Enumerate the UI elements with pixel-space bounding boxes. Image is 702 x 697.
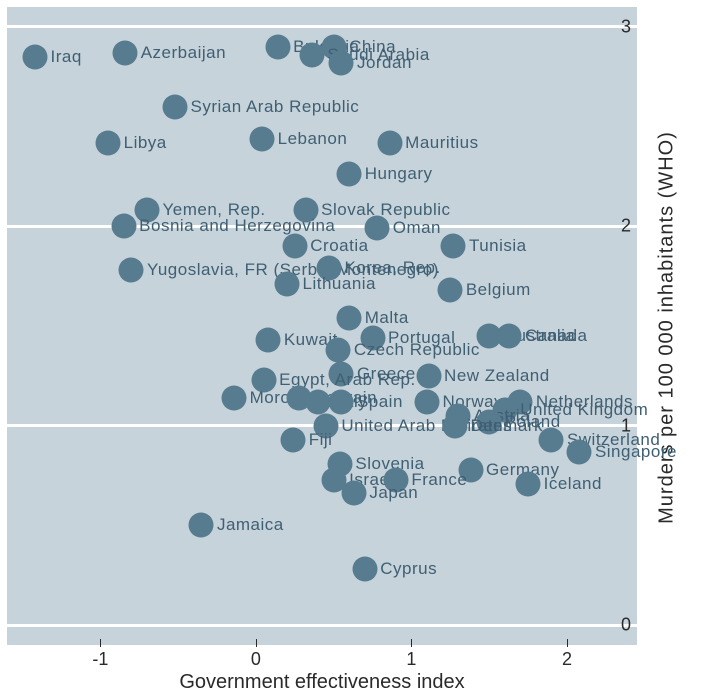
data-point-label: Cyprus — [380, 559, 437, 579]
gridline — [7, 25, 637, 28]
data-point — [96, 130, 121, 155]
data-point — [352, 557, 377, 582]
x-axis-title: Government effectiveness index — [7, 671, 637, 694]
data-point-label: Hungary — [365, 164, 433, 184]
data-point — [567, 439, 592, 464]
scatter-chart: Government effectiveness index Murders p… — [0, 0, 702, 697]
data-point-label: France — [411, 470, 467, 490]
data-point — [377, 130, 402, 155]
data-point — [222, 385, 247, 410]
data-point-label: Singapore — [595, 442, 677, 462]
data-point-label: Canada — [525, 326, 588, 346]
data-point — [265, 34, 290, 59]
data-point — [438, 278, 463, 303]
data-point — [281, 427, 306, 452]
data-point — [299, 42, 324, 67]
data-point-label: Syrian Arab Republic — [191, 97, 360, 117]
data-point — [497, 323, 522, 348]
data-point — [326, 337, 351, 362]
data-point-label: Czech Republic — [354, 340, 480, 360]
data-point — [23, 44, 48, 69]
y-tick-label: 2 — [621, 216, 631, 237]
x-tick-mark — [567, 639, 568, 647]
data-point-label: Japan — [369, 483, 418, 503]
data-point-label: Jamaica — [217, 515, 284, 535]
gridline — [7, 624, 637, 627]
data-point — [329, 389, 354, 414]
x-tick-mark — [256, 639, 257, 647]
data-point — [516, 471, 541, 496]
data-point-label: New Zealand — [444, 366, 550, 386]
data-point-label: Oman — [393, 218, 441, 238]
data-point-label: Belgium — [466, 280, 531, 300]
data-point-label: Libya — [124, 133, 167, 153]
data-point-label: Lebanon — [278, 129, 348, 149]
data-point — [539, 427, 564, 452]
data-point-label: Mauritius — [405, 133, 478, 153]
data-point-label: Lithuania — [303, 274, 377, 294]
data-point — [415, 389, 440, 414]
x-tick-label: 1 — [406, 649, 416, 670]
data-point — [306, 389, 331, 414]
data-point — [443, 413, 468, 438]
data-point — [341, 481, 366, 506]
data-point-label: Iraq — [51, 47, 82, 67]
y-tick-label: 3 — [621, 16, 631, 37]
data-point — [329, 50, 354, 75]
data-point-label: Tunisia — [469, 236, 527, 256]
x-tick-label: -1 — [92, 649, 108, 670]
data-point — [337, 162, 362, 187]
data-point-label: Croatia — [310, 236, 368, 256]
x-tick-label: 2 — [562, 649, 572, 670]
data-point — [163, 94, 188, 119]
data-point-label: Bosnia and Herzegovina — [139, 216, 335, 236]
data-point — [113, 40, 138, 65]
x-tick-mark — [411, 639, 412, 647]
data-point — [337, 306, 362, 331]
data-point-label: Iceland — [544, 474, 602, 494]
x-tick-mark — [100, 639, 101, 647]
data-point-label: Fiji — [309, 430, 333, 450]
x-tick-label: 0 — [251, 649, 261, 670]
data-point-label: Jordan — [357, 53, 412, 73]
y-tick-label: 0 — [621, 615, 631, 636]
data-point — [189, 513, 214, 538]
data-point — [282, 234, 307, 259]
data-point-label: Denmark — [471, 416, 543, 436]
data-point-label: Spain — [357, 392, 403, 412]
data-point — [275, 272, 300, 297]
data-point — [256, 327, 281, 352]
data-point-label: Azerbaijan — [141, 43, 226, 63]
data-point — [416, 363, 441, 388]
data-point — [250, 126, 275, 151]
data-point — [111, 214, 136, 239]
data-point — [441, 234, 466, 259]
data-point — [119, 258, 144, 283]
y-axis-title: Murders per 100 000 inhabitants (WHO) — [656, 9, 679, 647]
